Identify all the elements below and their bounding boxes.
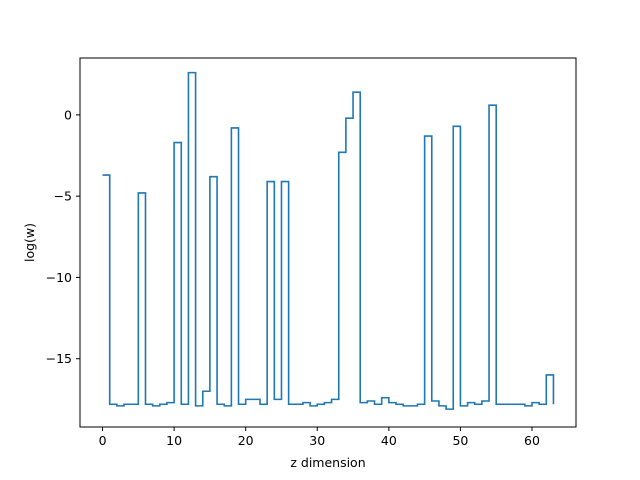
y-tick-label: −5 xyxy=(54,189,72,204)
x-tick-label: 40 xyxy=(381,433,397,448)
x-axis-label: z dimension xyxy=(290,455,365,470)
y-axis-ticks: −15 −10 −5 0 xyxy=(46,107,80,366)
series-line-0 xyxy=(102,71,555,410)
x-axis-ticks: 0 10 20 30 40 50 60 xyxy=(99,427,540,448)
series-layer xyxy=(102,71,555,410)
x-tick-label: 50 xyxy=(452,433,468,448)
y-tick-label: −15 xyxy=(46,351,72,366)
y-tick-label: 0 xyxy=(64,107,72,122)
x-tick-label: 60 xyxy=(524,433,540,448)
y-tick-label: −10 xyxy=(46,270,72,285)
x-tick-label: 30 xyxy=(309,433,325,448)
plot-frame xyxy=(79,57,577,428)
y-axis-label: log(w) xyxy=(22,223,37,262)
x-tick-label: 20 xyxy=(238,433,254,448)
x-tick-label: 10 xyxy=(166,433,182,448)
x-tick-label: 0 xyxy=(99,433,107,448)
plot-area xyxy=(80,58,576,427)
